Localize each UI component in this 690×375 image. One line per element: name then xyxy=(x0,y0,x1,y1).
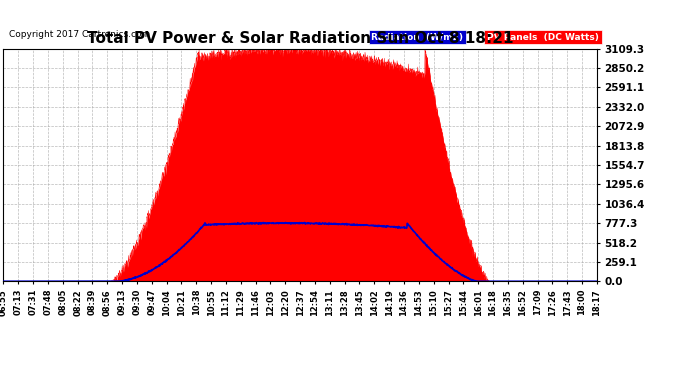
Text: Copyright 2017 Cartronics.com: Copyright 2017 Cartronics.com xyxy=(10,30,150,39)
Text: Radiation  (W/m2): Radiation (W/m2) xyxy=(371,33,464,42)
Title: Total PV Power & Solar Radiation Sun Oct 8 18:21: Total PV Power & Solar Radiation Sun Oct… xyxy=(87,31,513,46)
Text: PV Panels  (DC Watts): PV Panels (DC Watts) xyxy=(487,33,599,42)
